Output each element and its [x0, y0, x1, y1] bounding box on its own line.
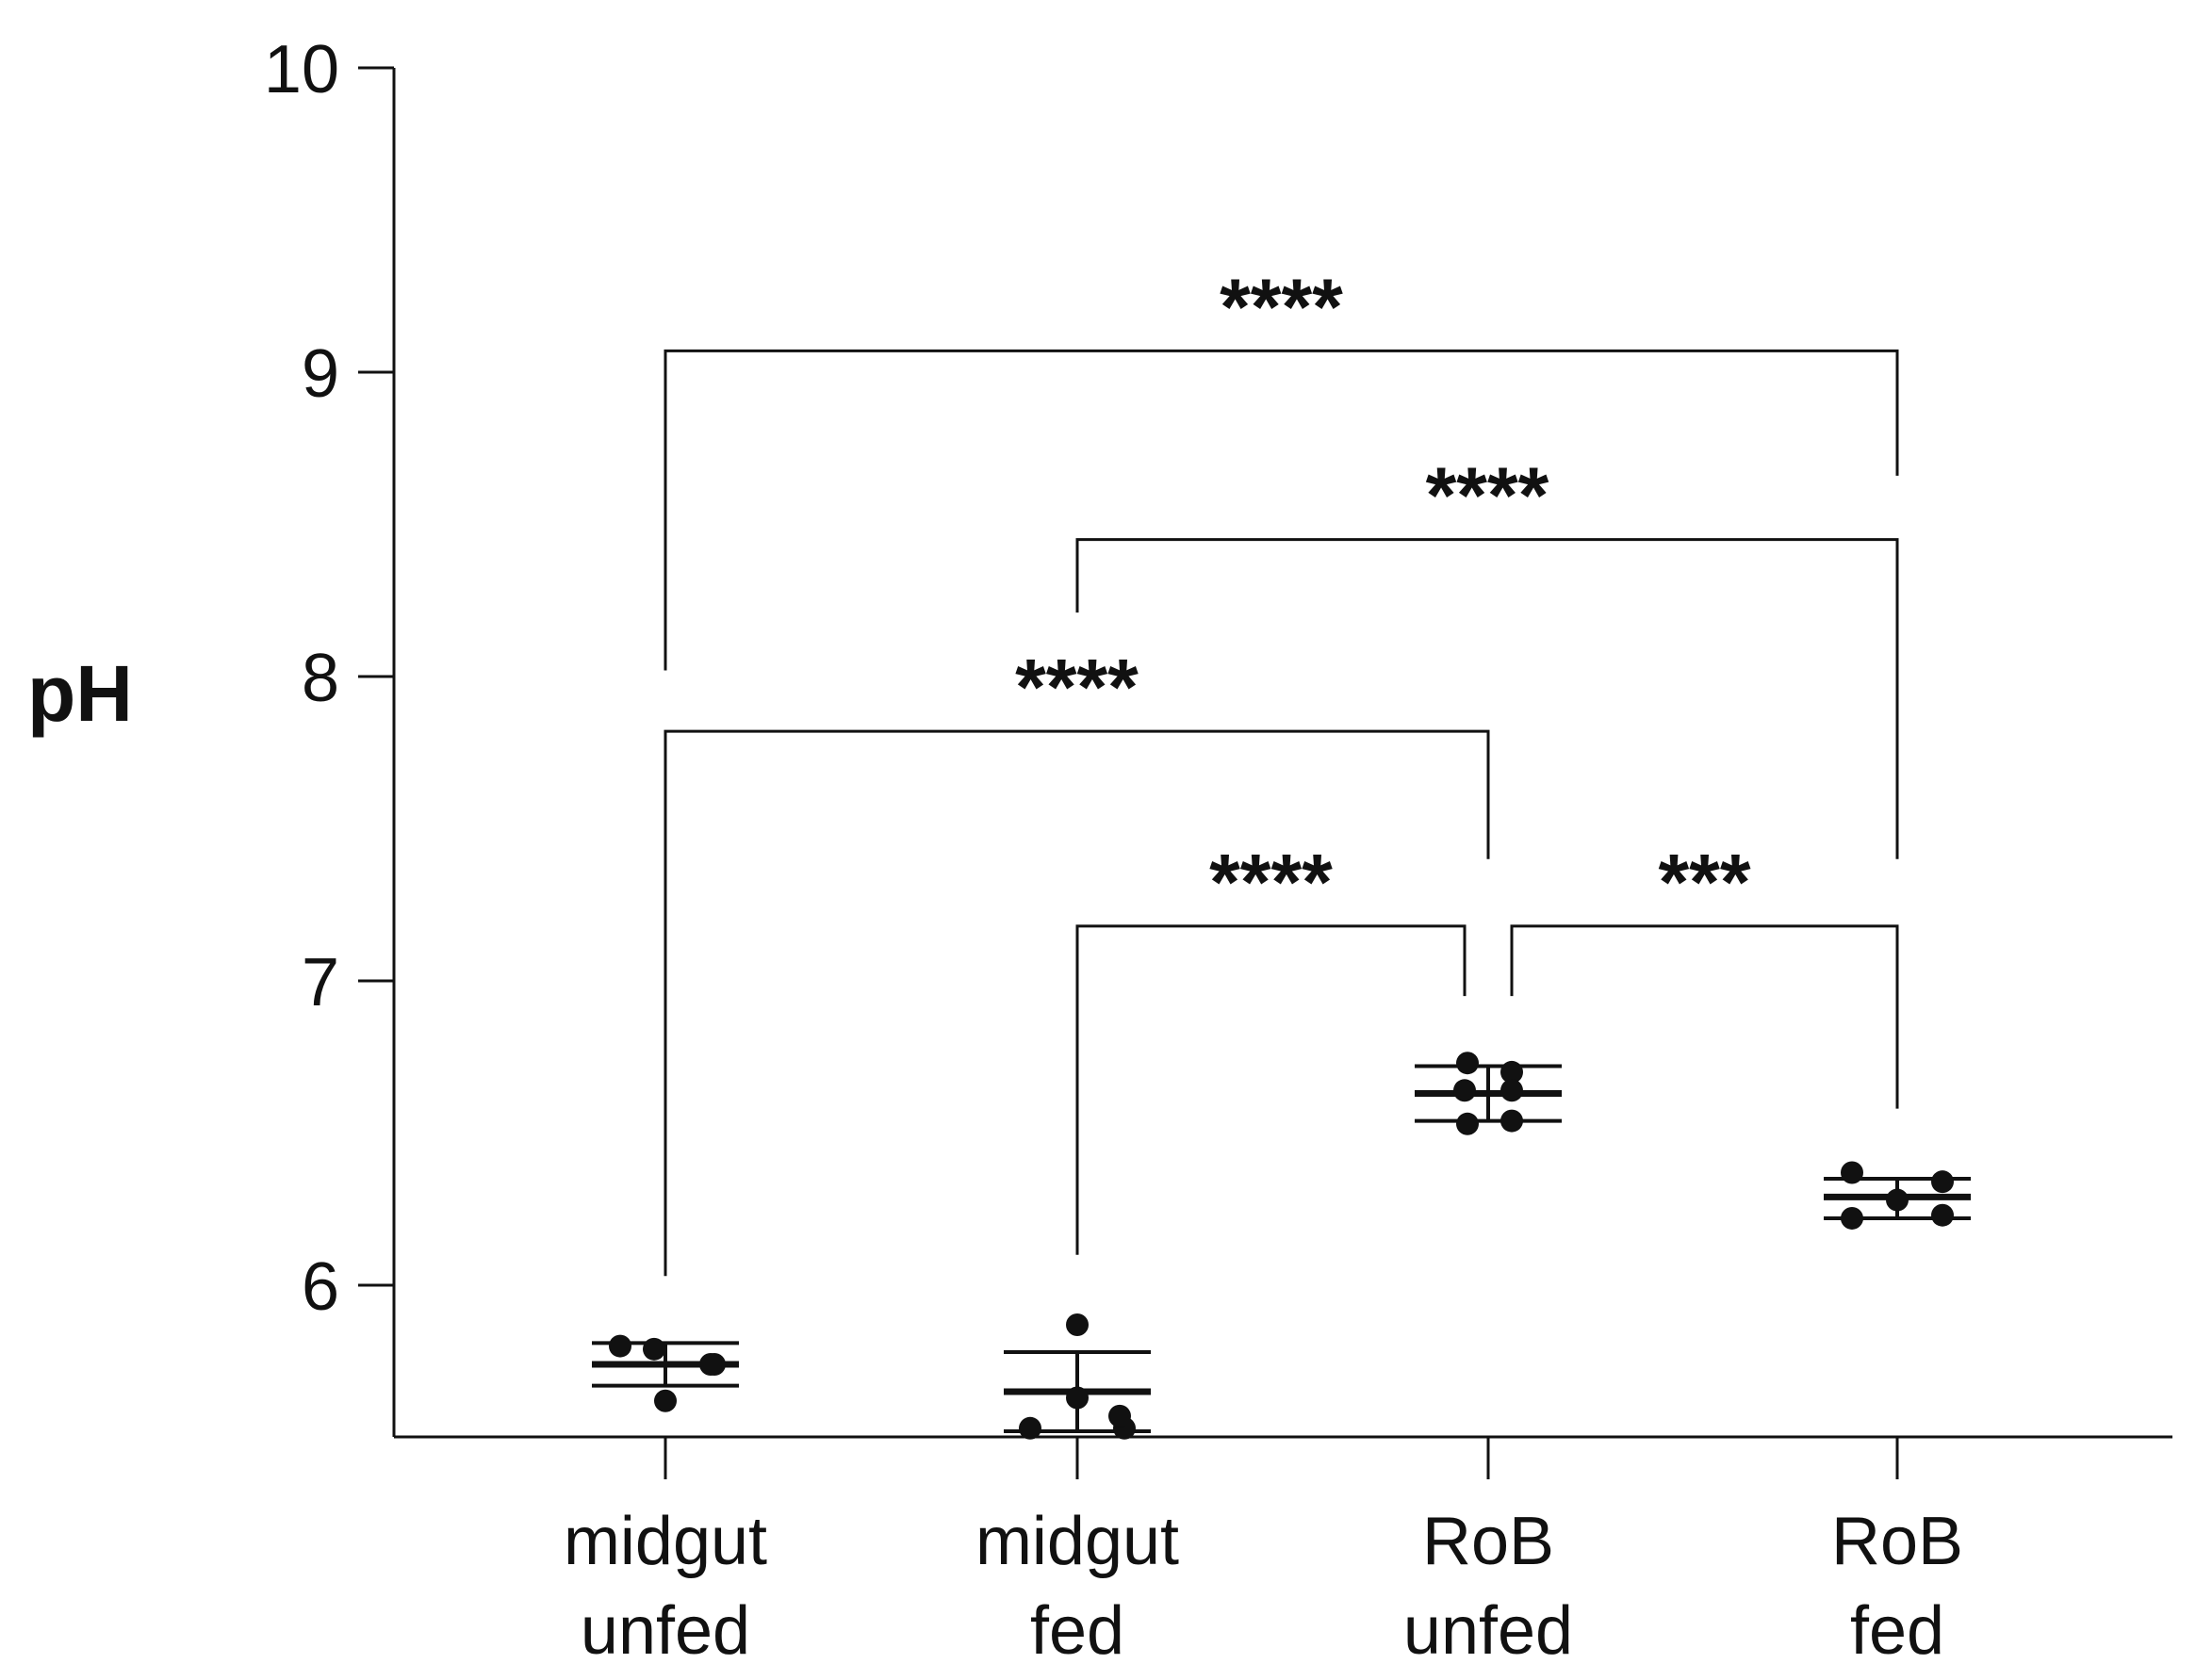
data-point: [1886, 1188, 1909, 1212]
x-category-label-line1: RoB: [1422, 1504, 1554, 1579]
y-tick-label: 10: [264, 32, 339, 107]
data-point: [1931, 1170, 1954, 1194]
y-ticks: 6 7 8 9 10: [264, 32, 394, 1325]
x-category-label-line1: RoB: [1831, 1504, 1963, 1579]
significance-brackets: **************** ***: [664, 262, 1899, 1277]
x-category-label-line2: unfed: [1403, 1593, 1573, 1669]
data-point: [1500, 1060, 1523, 1084]
bracket-line: [1075, 538, 1899, 859]
significance-bracket: ***: [1510, 838, 1899, 1109]
data-group: [1824, 1161, 1971, 1230]
data-group: [1415, 1052, 1562, 1135]
bracket-line: [1510, 924, 1899, 1109]
data-point: [1453, 1079, 1476, 1102]
x-category-label-line2: fed: [1850, 1593, 1944, 1669]
data-point: [643, 1337, 665, 1361]
data-point: [654, 1389, 677, 1412]
data-point: [1500, 1079, 1523, 1102]
y-tick-label: 6: [302, 1249, 339, 1325]
x-ticks: midgut unfed midgut fed RoB unfed RoB fed: [564, 1437, 1963, 1669]
data-point: [1456, 1112, 1479, 1135]
x-category-label-line2: fed: [1030, 1593, 1124, 1669]
significance-bracket: ****: [1075, 451, 1899, 859]
y-axis-title: pH: [27, 649, 133, 738]
x-category-label-line2: unfed: [581, 1593, 750, 1669]
data-group: [1004, 1313, 1151, 1440]
significance-label: ****: [1426, 451, 1549, 540]
significance-label: ****: [1209, 838, 1333, 926]
data-point: [699, 1352, 722, 1376]
axes: [392, 68, 2172, 1439]
significance-label: ****: [1220, 262, 1343, 351]
bracket-line: [1075, 924, 1467, 1255]
significance-label: ***: [1658, 838, 1750, 926]
bracket-line: [664, 349, 1899, 671]
data-point: [1456, 1052, 1479, 1075]
y-tick-label: 8: [302, 641, 339, 716]
data-point: [1500, 1109, 1523, 1133]
significance-label: ****: [1015, 643, 1139, 731]
y-tick-label: 9: [302, 336, 339, 412]
x-category-label-line1: midgut: [564, 1504, 767, 1579]
data-point: [1019, 1416, 1041, 1440]
data-point: [1108, 1404, 1131, 1427]
bracket-line: [664, 729, 1490, 1277]
y-tick-label: 7: [302, 945, 339, 1020]
data-point: [1066, 1313, 1089, 1336]
data-point: [1066, 1386, 1089, 1410]
data-group: [592, 1334, 739, 1412]
significance-bracket: ****: [1075, 838, 1467, 1255]
data-point: [1841, 1161, 1863, 1184]
data-point: [609, 1334, 631, 1358]
x-category-label-line1: midgut: [975, 1504, 1179, 1579]
data-groups: [592, 1052, 1971, 1440]
data-point: [1841, 1206, 1863, 1230]
data-point: [1931, 1203, 1954, 1227]
significance-bracket: ****: [664, 643, 1490, 1277]
significance-bracket: ****: [664, 262, 1899, 671]
